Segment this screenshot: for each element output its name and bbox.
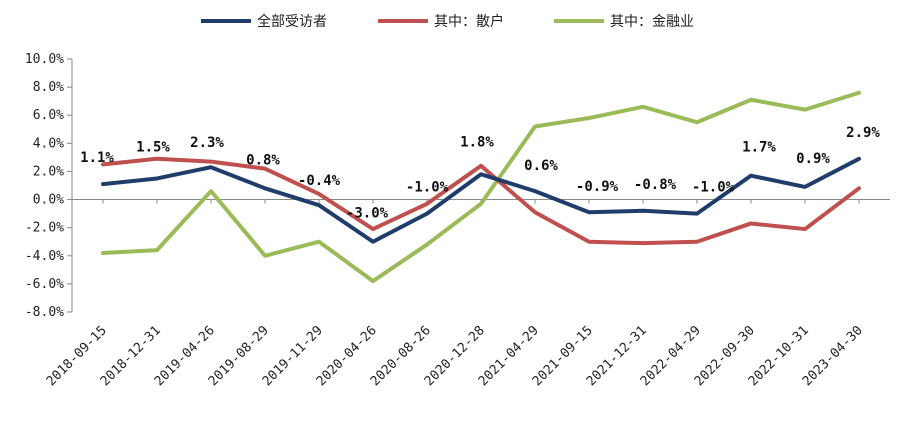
data-label: -1.0% xyxy=(692,180,735,196)
y-tick-label: 8.0% xyxy=(33,80,64,95)
series-line-0 xyxy=(101,156,861,244)
series-line-1 xyxy=(101,156,861,246)
data-label: 0.9% xyxy=(796,151,830,167)
data-label: 1.8% xyxy=(460,134,494,150)
data-label: 2.9% xyxy=(846,125,880,141)
data-label: -1.0% xyxy=(406,180,449,196)
series-line-2 xyxy=(101,90,861,284)
series-lines xyxy=(101,90,861,284)
x-axis: 2018-09-152018-12-312019-04-262019-08-29… xyxy=(44,199,890,389)
data-label: 1.7% xyxy=(742,140,776,156)
y-tick-label: 4.0% xyxy=(33,136,64,151)
data-label: 0.8% xyxy=(246,152,280,168)
y-tick-label: -8.0% xyxy=(25,305,64,320)
legend: 全部受访者 其中：散户 其中：金融业 xyxy=(201,13,694,30)
y-tick-label: -4.0% xyxy=(25,249,64,264)
y-tick-label: -2.0% xyxy=(25,221,64,236)
data-label: -0.8% xyxy=(634,177,677,193)
y-tick-label: 6.0% xyxy=(33,108,64,123)
data-label: 0.6% xyxy=(524,158,558,174)
legend-label-2: 其中：金融业 xyxy=(610,14,694,30)
data-label: 1.1% xyxy=(80,150,114,166)
y-axis: 10.0% 8.0% 6.0% 4.0% 2.0% 0.0% -2.0% -4.0% -6.0%… xyxy=(25,52,73,320)
legend-label-0: 全部受访者 xyxy=(257,13,327,30)
data-labels: 1.1% 1.5% 2.3% 0.8% -0.4% -3.0% -1.0% 1.8% 0.6% -… xyxy=(80,125,880,222)
y-tick-label: 0.0% xyxy=(33,193,64,208)
legend-label-1: 其中：散户 xyxy=(434,13,504,30)
y-tick-label: -6.0% xyxy=(25,277,64,292)
y-tick-label: 2.0% xyxy=(33,164,64,179)
data-label: 1.5% xyxy=(136,139,170,155)
data-label: 2.3% xyxy=(190,135,224,151)
data-label: -3.0% xyxy=(346,206,389,222)
data-label: -0.9% xyxy=(576,179,619,195)
data-label: -0.4% xyxy=(298,173,341,189)
y-tick-label: 10.0% xyxy=(25,52,64,67)
